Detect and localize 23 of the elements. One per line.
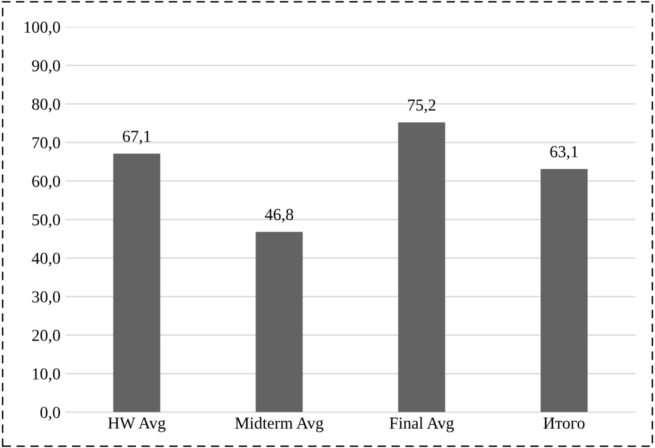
data-label: 46,8 — [264, 208, 294, 223]
x-tick-label: Итого — [544, 418, 585, 429]
y-tick-label: 90,0 — [32, 60, 60, 74]
data-label: 63,1 — [550, 146, 578, 160]
x-tick-label: HW Avg — [108, 418, 166, 432]
y-tick-label: 0,0 — [40, 406, 60, 421]
y-tick-label: 60,0 — [32, 176, 60, 190]
x-tick-label: Midterm Avg — [235, 417, 324, 432]
y-tick-label: 40,0 — [32, 252, 60, 266]
data-label: 67,1 — [122, 130, 150, 144]
bar — [398, 122, 446, 412]
y-tick-label: 10,0 — [32, 368, 60, 382]
bar — [113, 154, 160, 412]
bar — [540, 169, 588, 412]
y-tick-label: 100,0 — [24, 22, 60, 36]
x-tick-label: Final Avg — [390, 417, 454, 432]
y-tick-label: 20,0 — [32, 330, 60, 344]
bar — [256, 232, 303, 412]
y-tick-label: 30,0 — [32, 291, 60, 305]
y-tick-label: 50,0 — [32, 214, 60, 228]
y-tick-label: 80,0 — [32, 98, 60, 112]
y-tick-label: 70,0 — [32, 137, 60, 151]
data-label: 75,2 — [408, 100, 436, 114]
